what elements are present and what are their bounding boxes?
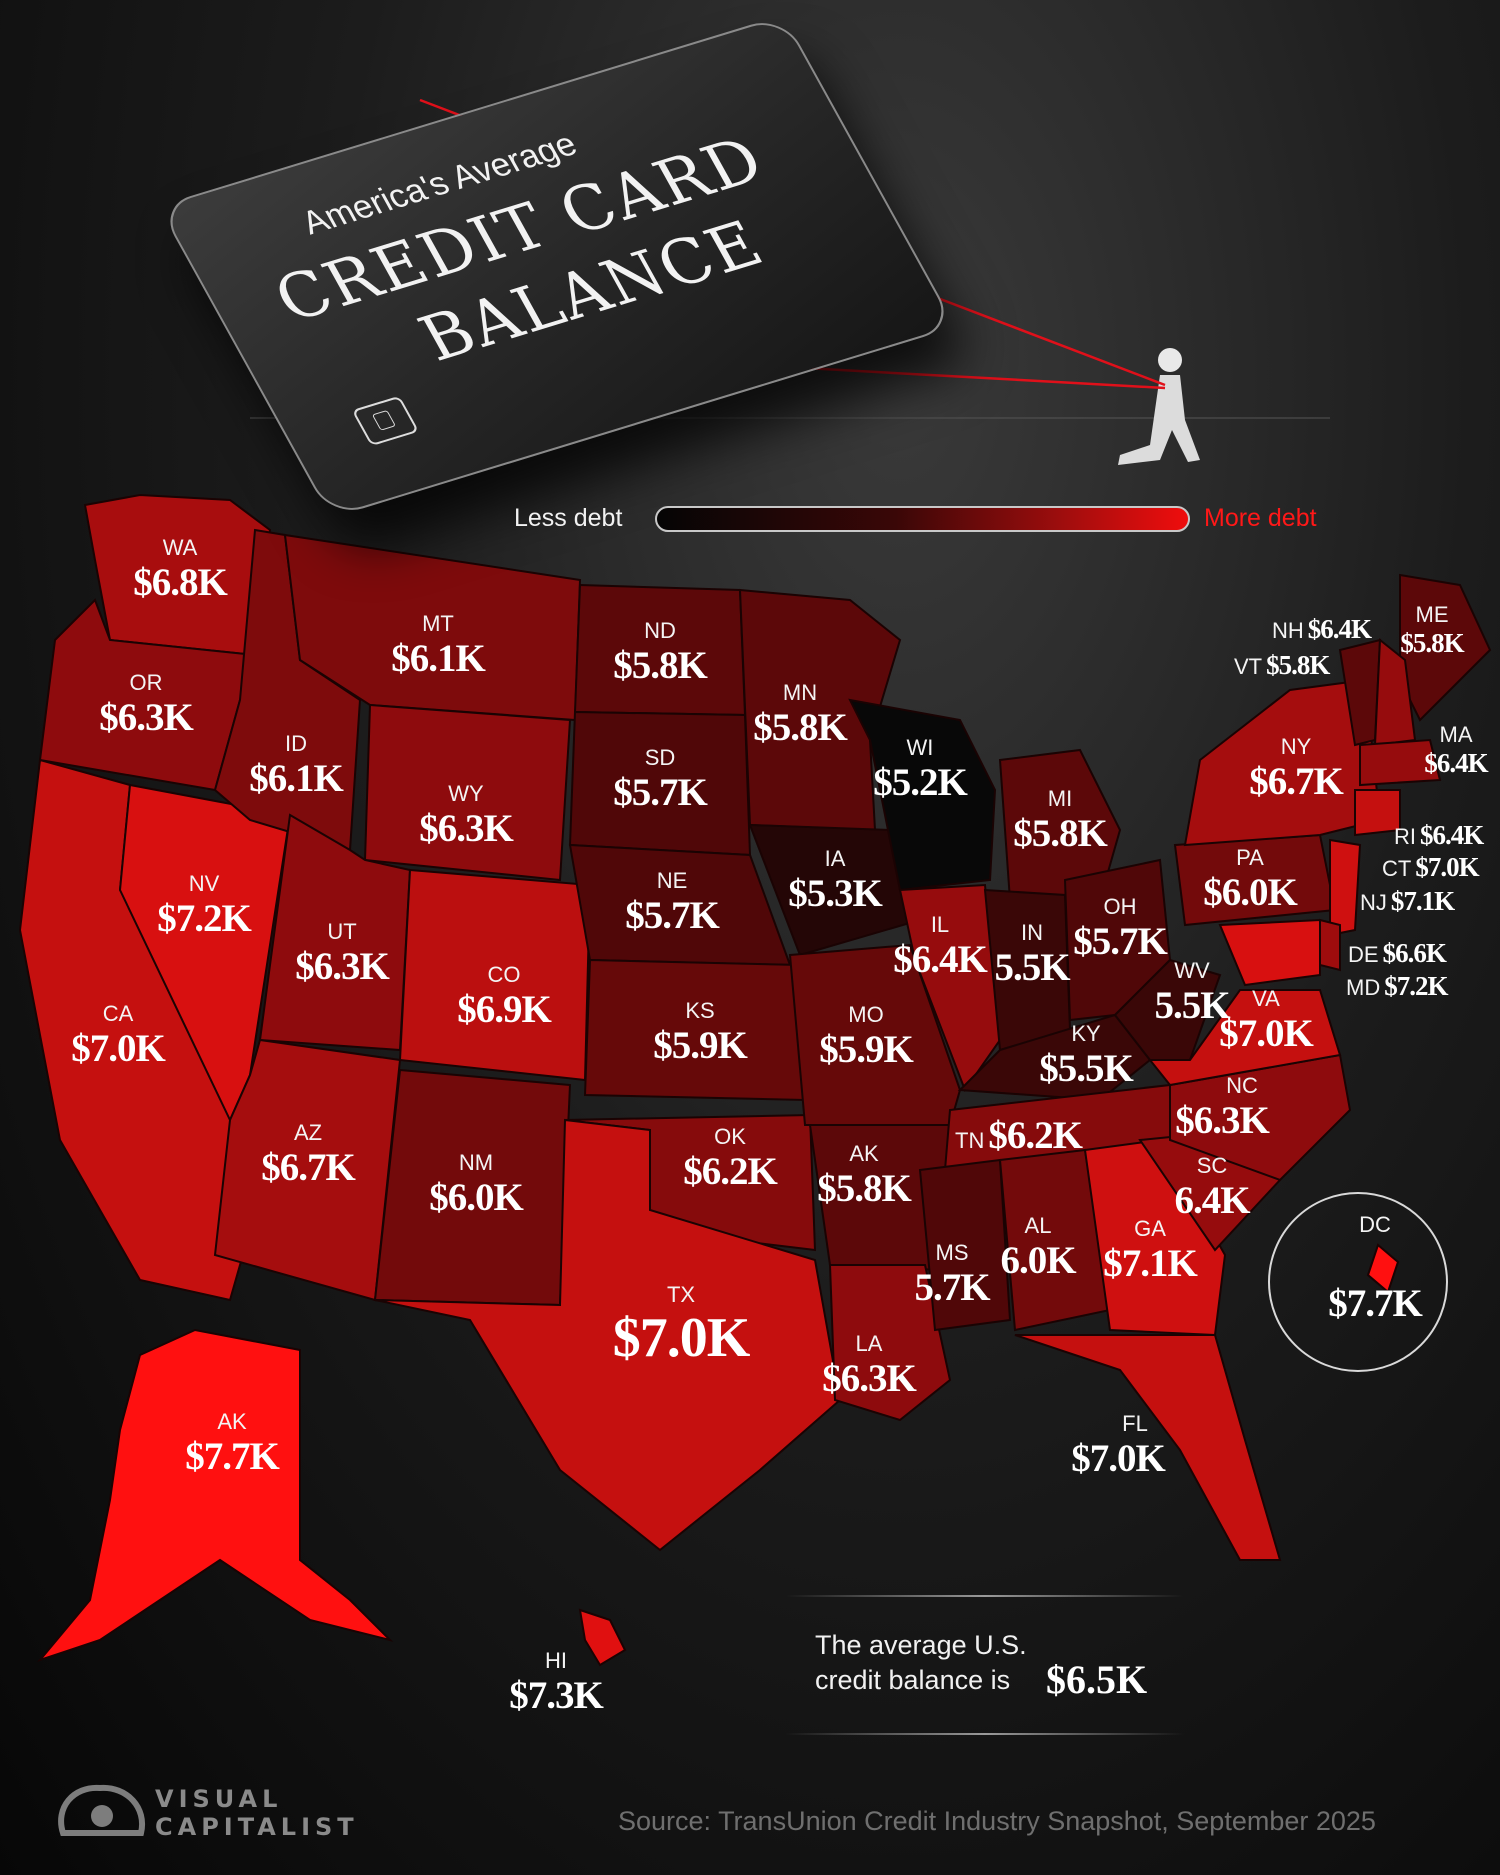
state-label-wy: WY $6.3K	[419, 781, 514, 850]
state-shape-hi	[578, 1608, 627, 1667]
state-label-ct: CT $7.0K	[1382, 852, 1480, 882]
state-shape-nj	[1329, 838, 1362, 937]
state-shape-wv	[1113, 958, 1222, 1061]
state-label-oh: OH $5.7K	[1073, 894, 1168, 963]
state-label-al: AL 6.0K	[1000, 1213, 1076, 1282]
state-shape-md	[1218, 918, 1321, 987]
state-shape-tx	[374, 1118, 842, 1552]
average-value: $6.5K	[1046, 1657, 1148, 1702]
state-shape-ct	[1354, 789, 1401, 837]
runner-icon	[1158, 348, 1182, 372]
state-shape-ma	[1359, 738, 1442, 787]
state-shape-mo	[788, 943, 962, 1126]
legend-less-label: Less debt	[514, 504, 623, 532]
string-line-2	[749, 363, 1166, 390]
state-shape-az	[213, 1038, 402, 1302]
legend-more-label: More debt	[1204, 504, 1317, 532]
state-label-az: AZ $6.7K	[261, 1120, 356, 1189]
state-shape-alaska	[36, 1328, 394, 1663]
state-label-nd: ND $5.8K	[613, 618, 708, 687]
state-label-ak: AK $7.7K	[185, 1409, 280, 1478]
brand-logo-icon	[58, 1784, 146, 1836]
state-shape-wi	[848, 698, 997, 892]
average-text-line-1: The average U.S.	[815, 1630, 1027, 1660]
state-shape-il	[898, 883, 1002, 1093]
state-shape-la	[828, 1264, 952, 1422]
state-label-vt: VT $5.8K	[1234, 650, 1330, 680]
state-label-va: VA $7.0K	[1219, 986, 1314, 1055]
state-label-ky: KY $5.5K	[1039, 1021, 1134, 1090]
state-shape-de	[1319, 918, 1341, 972]
state-label-ok: OK $6.2K	[683, 1124, 778, 1193]
state-label-dc: DC $7.7K	[1328, 1212, 1423, 1325]
chip-icon	[351, 395, 420, 447]
state-label-ma: MA $6.4K	[1424, 722, 1488, 778]
state-label-ks: KS $5.9K	[653, 998, 748, 1067]
state-label-ut: UT $6.3K	[295, 919, 390, 988]
state-label-co: CO $6.9K	[457, 962, 552, 1031]
brand-name-line-1: VISUAL	[155, 1785, 283, 1813]
state-shape-mi	[998, 748, 1122, 901]
state-label-hi: HI $7.3K	[509, 1648, 604, 1717]
state-label-ne: NE $5.7K	[625, 868, 720, 937]
state-label-tx: TX $7.0K	[612, 1282, 751, 1369]
average-divider-top	[786, 1595, 1184, 1597]
state-label-pa: PA $6.0K	[1203, 845, 1298, 914]
state-label-wa: WA $6.8K	[133, 535, 228, 604]
state-label-fl: FL $7.0K	[1071, 1411, 1166, 1480]
state-label-id: ID $6.1K	[249, 731, 344, 800]
state-label-mo: MO $5.9K	[819, 1002, 914, 1071]
state-label-nm: NM $6.0K	[429, 1150, 524, 1219]
state-label-ri: RI $6.4K	[1394, 820, 1484, 850]
state-label-ms: MS 5.7K	[914, 1240, 990, 1309]
state-label-nh: NH $6.4K	[1272, 614, 1372, 644]
state-label-la: LA $6.3K	[822, 1331, 917, 1400]
state-label-mt: MT $6.1K	[391, 611, 486, 680]
state-label-nj: NJ $7.1K	[1360, 886, 1455, 916]
state-label-ar: AK $5.8K	[817, 1141, 912, 1210]
state-label-ga: GA $7.1K	[1103, 1216, 1198, 1285]
state-label-ca: CA $7.0K	[71, 1001, 166, 1070]
state-label-de: DE $6.6K	[1348, 938, 1447, 968]
state-label-nv: NV $7.2K	[157, 871, 252, 940]
state-label-il: IL $6.4K	[893, 912, 988, 981]
average-text-line-2: credit balance is	[815, 1665, 1011, 1695]
state-label-me: ME $5.8K	[1400, 602, 1464, 658]
state-label-ia: IA $5.3K	[788, 846, 883, 915]
legend-gradient-bar	[655, 506, 1190, 532]
state-label-wi: WI $5.2K	[873, 735, 968, 804]
state-label-wv: WV 5.5K	[1154, 958, 1230, 1027]
state-label-or: OR $6.3K	[99, 670, 194, 739]
average-divider-bottom	[786, 1733, 1184, 1735]
state-shape-wy	[363, 703, 572, 882]
state-label-in: IN 5.5K	[994, 920, 1070, 989]
brand-name-line-2: CAPITALIST	[155, 1813, 359, 1841]
state-label-mn: MN $5.8K	[753, 680, 848, 749]
source-note: Source: TransUnion Credit Industry Snaps…	[618, 1806, 1376, 1836]
state-shape-ms	[918, 1158, 1012, 1332]
state-label-sc: SC 6.4K	[1174, 1153, 1250, 1222]
state-label-sd: SD $5.7K	[613, 745, 708, 814]
dc-inset-circle	[1268, 1192, 1448, 1372]
state-label-tn: TN $6.2K	[955, 1114, 1083, 1157]
runner-body	[1118, 375, 1200, 465]
state-shape-va	[1147, 989, 1342, 1087]
state-label-ny: NY $6.7K	[1249, 734, 1344, 803]
state-shape-nh	[1373, 637, 1417, 747]
state-label-nc: NC $6.3K	[1175, 1073, 1270, 1142]
state-label-mi: MI $5.8K	[1013, 786, 1108, 855]
state-label-md: MD $7.2K	[1346, 971, 1448, 1001]
state-shape-fl	[1014, 1334, 1282, 1561]
